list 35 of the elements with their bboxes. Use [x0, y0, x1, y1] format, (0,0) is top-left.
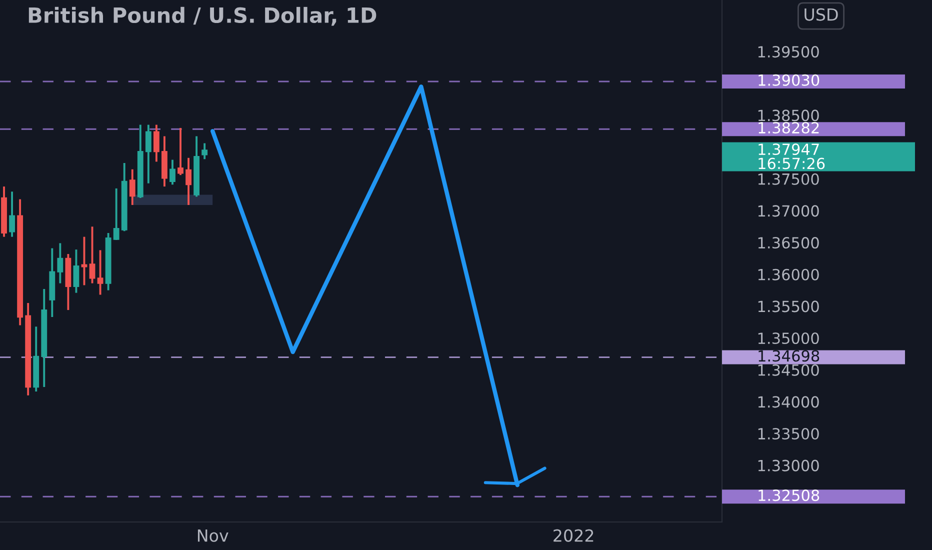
y-tick-label: 1.35500 [758, 300, 819, 312]
chart-title: British Pound / U.S. Dollar, 1D [28, 6, 376, 26]
x-tick-label: Nov [198, 529, 228, 542]
candlestick [9, 190, 15, 238]
y-axis-title: USD [804, 8, 838, 21]
ref-line-label: 1.39030 [758, 74, 820, 86]
candlestick [73, 248, 80, 294]
y-tick-label: 1.33500 [758, 428, 819, 440]
candlestick [153, 124, 160, 163]
ref-line-label: 1.38282 [758, 122, 819, 134]
y-tick-label: 1.39500 [758, 46, 819, 58]
y-tick-label: 1.34500 [758, 364, 819, 376]
candlestick [89, 226, 96, 284]
candlestick [145, 124, 152, 184]
y-tick-label: 1.33000 [758, 460, 819, 472]
y-tick-label: 1.38500 [758, 110, 819, 122]
candlestick [178, 126, 184, 176]
y-tick-label: 1.37500 [758, 173, 819, 185]
candlestick [57, 242, 64, 284]
y-tick-label: 1.35000 [758, 332, 819, 344]
candlestick [97, 249, 104, 296]
text: 1.37947 16:57:26 [758, 144, 825, 170]
candlestick [129, 168, 136, 206]
candlestick [81, 236, 88, 286]
y-tick-label: 1.36000 [758, 268, 819, 280]
ref-line-label: 1.32508 [758, 490, 820, 502]
y-tick-label: 1.36500 [758, 237, 819, 249]
x-tick-label: 2022 [554, 529, 594, 542]
candlestick [186, 156, 192, 206]
candlestick [170, 158, 176, 186]
candlestick [113, 187, 120, 241]
y-tick-label: 1.34000 [758, 396, 819, 408]
ref-line-label: 1.34698 [758, 350, 820, 362]
candlestick [202, 142, 208, 160]
y-tick-label: 1.37000 [758, 205, 819, 217]
